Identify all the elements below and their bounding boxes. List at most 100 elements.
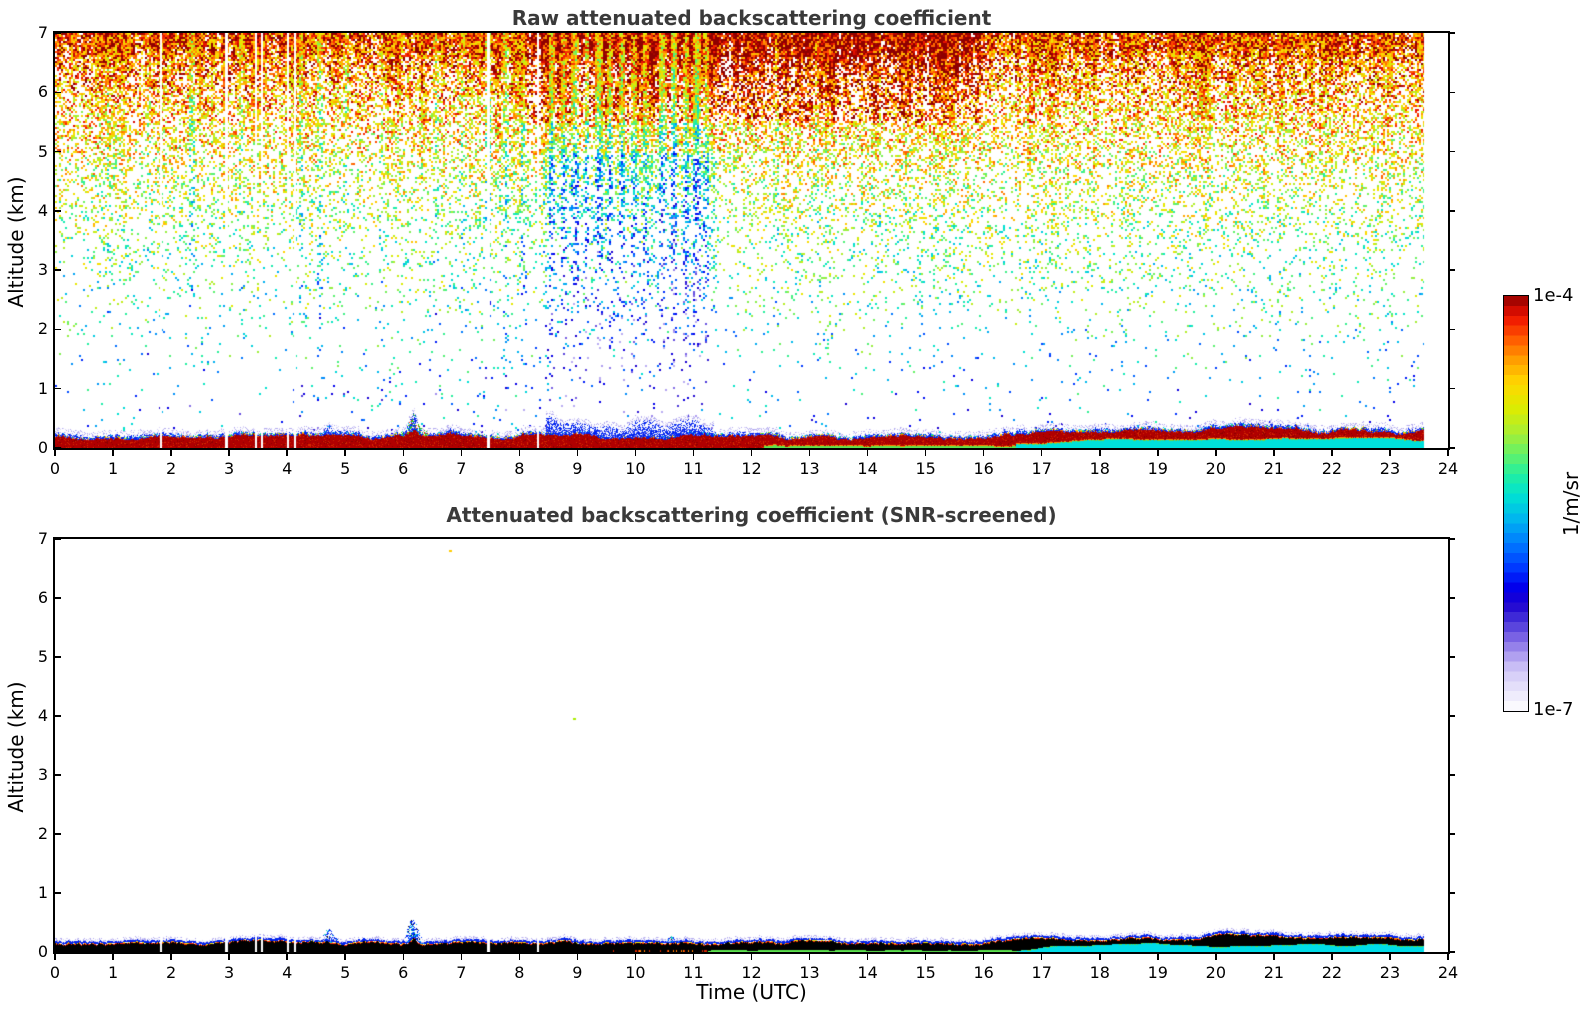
- y-tick-right: [1450, 715, 1455, 717]
- x-tick-label: 20: [1205, 963, 1226, 982]
- x-tick-label: 23: [1379, 459, 1401, 478]
- y-tick-right: [1450, 150, 1455, 153]
- y-tick-right: [1450, 210, 1455, 212]
- y-tick: [55, 538, 61, 540]
- x-tick: [170, 450, 172, 456]
- x-tick: [1331, 450, 1333, 456]
- x-tick: [634, 450, 637, 456]
- x-tick: [1157, 450, 1159, 456]
- x-tick-label: 1: [107, 459, 119, 478]
- x-tick: [228, 954, 230, 960]
- x-tick-label: 13: [799, 459, 820, 478]
- y-tick-right: [1450, 91, 1455, 94]
- x-tick: [1389, 954, 1391, 960]
- x-tick-label: 23: [1379, 963, 1401, 982]
- x-tick: [1040, 450, 1043, 456]
- colorbar-units-label: 1/m/sr: [1559, 471, 1583, 537]
- y-tick-label: 6: [37, 588, 48, 607]
- x-tick: [54, 450, 56, 456]
- x-tick-label: 22: [1321, 459, 1343, 478]
- x-tick-label: 7: [456, 963, 467, 982]
- x-tick: [866, 450, 869, 456]
- y-tick-label: 2: [37, 824, 48, 843]
- y-tick-right: [1450, 328, 1455, 331]
- colorbar-min-label: 1e-7: [1533, 699, 1574, 720]
- raw-plot-area: [53, 31, 1450, 450]
- y-tick-label: 7: [37, 529, 48, 548]
- x-tick-label: 18: [1089, 459, 1110, 478]
- x-tick: [286, 450, 288, 456]
- x-tick: [460, 954, 463, 960]
- x-tick: [1099, 450, 1101, 456]
- x-tick-label: 17: [1031, 963, 1052, 982]
- x-tick-label: 14: [857, 459, 878, 478]
- y-tick: [55, 387, 61, 390]
- x-tick: [402, 954, 404, 960]
- x-tick: [1215, 450, 1217, 456]
- x-tick-label: 1: [107, 963, 119, 982]
- y-tick: [55, 210, 61, 212]
- x-tick: [750, 954, 753, 960]
- x-tick: [692, 954, 695, 960]
- x-tick-label: 12: [741, 963, 762, 982]
- x-tick: [112, 954, 114, 960]
- x-tick: [1215, 954, 1217, 960]
- x-tick-label: 20: [1205, 459, 1226, 478]
- y-tick-label: 5: [37, 141, 48, 161]
- x-tick-label: 24: [1437, 963, 1459, 982]
- x-tick: [808, 954, 811, 960]
- x-tick: [170, 954, 172, 960]
- x-tick-label: 6: [398, 459, 409, 478]
- y-tick: [55, 951, 61, 953]
- x-tick-label: 15: [915, 459, 936, 478]
- x-tick: [402, 450, 404, 456]
- y-tick-label: 4: [37, 200, 48, 220]
- x-tick-label: 14: [857, 963, 878, 982]
- y-tick-label: 7: [37, 23, 48, 42]
- x-tick: [1447, 954, 1449, 960]
- x-tick: [982, 954, 985, 960]
- x-tick: [1273, 450, 1275, 456]
- x-tick: [112, 450, 114, 456]
- x-tick: [1331, 954, 1333, 960]
- raw-heatmap-canvas: [55, 33, 1448, 448]
- y-tick-label: 1: [37, 378, 48, 398]
- x-tick-label: 16: [973, 459, 994, 478]
- x-tick: [1099, 954, 1101, 960]
- y-tick: [55, 715, 61, 717]
- screened-panel-title: Attenuated backscattering coefficient (S…: [446, 503, 1057, 527]
- x-tick: [692, 450, 695, 456]
- y-tick-label: 3: [37, 765, 48, 784]
- x-tick: [54, 954, 56, 960]
- x-tick: [1040, 954, 1043, 960]
- colorbar-max-label: 1e-4: [1533, 285, 1574, 306]
- x-tick: [1389, 450, 1391, 456]
- x-tick-label: 8: [514, 963, 525, 982]
- raw-yaxis-label: Altitude (km): [4, 176, 28, 308]
- x-tick-label: 10: [625, 459, 646, 478]
- x-tick-label: 2: [165, 459, 177, 478]
- x-tick: [228, 450, 230, 456]
- x-tick-label: 0: [49, 963, 61, 982]
- x-tick-label: 9: [572, 963, 583, 982]
- xaxis-label: Time (UTC): [696, 980, 807, 1004]
- y-tick-right: [1450, 32, 1455, 34]
- y-tick-label: 3: [37, 260, 48, 280]
- x-tick-label: 13: [799, 963, 820, 982]
- y-tick-right: [1450, 774, 1455, 776]
- x-tick: [576, 450, 579, 456]
- x-tick-label: 3: [224, 459, 235, 478]
- x-tick-label: 17: [1031, 459, 1052, 478]
- x-tick: [344, 954, 346, 960]
- x-tick: [982, 450, 985, 456]
- y-tick-label: 4: [37, 706, 48, 725]
- x-tick: [576, 954, 579, 960]
- x-tick-label: 9: [572, 459, 583, 478]
- x-tick: [924, 450, 927, 456]
- x-tick: [518, 954, 521, 960]
- x-tick-label: 22: [1321, 963, 1343, 982]
- y-tick-right: [1450, 892, 1455, 894]
- y-tick-right: [1450, 951, 1455, 953]
- x-tick-label: 12: [741, 459, 762, 478]
- x-tick: [344, 450, 346, 456]
